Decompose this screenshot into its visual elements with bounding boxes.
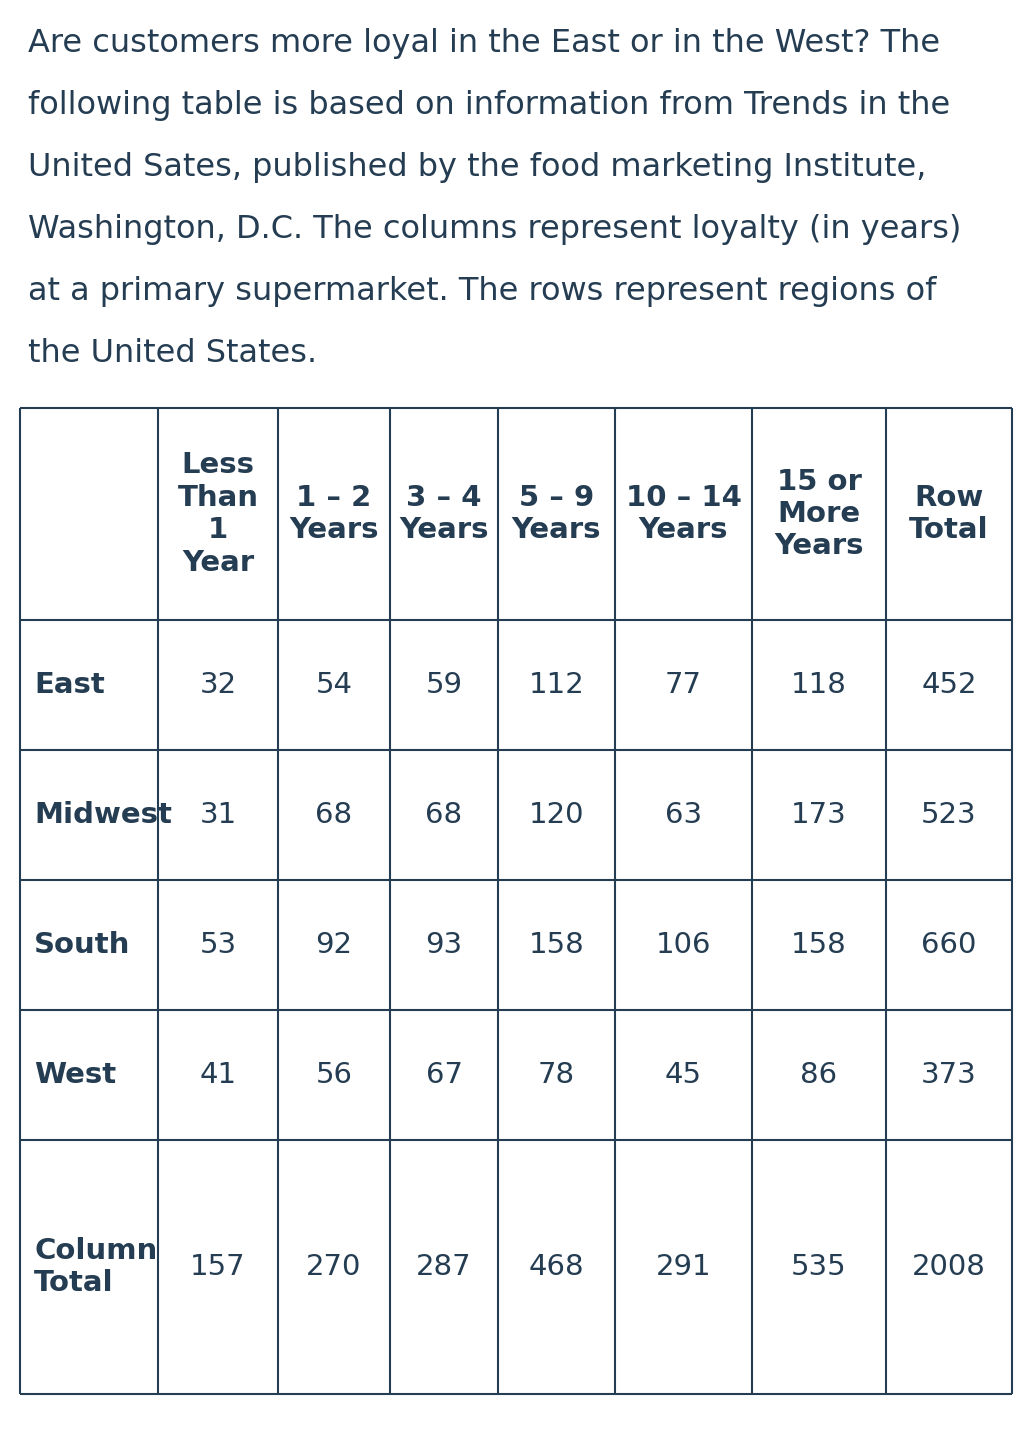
Text: 270: 270 [306,1254,362,1281]
Text: 120: 120 [528,801,584,829]
Text: 32: 32 [200,671,237,698]
Text: 92: 92 [315,931,352,959]
Text: 158: 158 [791,931,847,959]
Text: 68: 68 [425,801,462,829]
Text: 45: 45 [665,1061,702,1089]
Text: 41: 41 [200,1061,237,1089]
Text: South: South [34,931,131,959]
Text: 468: 468 [528,1254,584,1281]
Text: Midwest: Midwest [34,801,172,829]
Text: 59: 59 [425,671,462,698]
Text: 10 – 14
Years: 10 – 14 Years [625,484,742,544]
Text: 63: 63 [665,801,702,829]
Text: 373: 373 [921,1061,976,1089]
Text: 157: 157 [191,1254,246,1281]
Text: at a primary supermarket. The rows represent regions of: at a primary supermarket. The rows repre… [28,276,936,307]
Text: 31: 31 [200,801,237,829]
Text: 2008: 2008 [912,1254,986,1281]
Text: 106: 106 [656,931,712,959]
Text: East: East [34,671,105,698]
Text: 15 or
More
Years: 15 or More Years [775,467,864,561]
Text: United Sates, published by the food marketing Institute,: United Sates, published by the food mark… [28,152,926,184]
Text: the United States.: the United States. [28,338,317,369]
Text: Washington, D.C. The columns represent loyalty (in years): Washington, D.C. The columns represent l… [28,214,961,244]
Text: Are customers more loyal in the East or in the West? The: Are customers more loyal in the East or … [28,27,940,59]
Text: 523: 523 [921,801,976,829]
Text: 112: 112 [528,671,584,698]
Text: 56: 56 [315,1061,352,1089]
Text: 3 – 4
Years: 3 – 4 Years [400,484,489,544]
Text: 77: 77 [665,671,702,698]
Text: 67: 67 [425,1061,462,1089]
Text: West: West [34,1061,116,1089]
Text: 158: 158 [528,931,584,959]
Text: 93: 93 [425,931,462,959]
Text: following table is based on information from Trends in the: following table is based on information … [28,90,951,121]
Text: 53: 53 [200,931,237,959]
Text: 5 – 9
Years: 5 – 9 Years [512,484,602,544]
Text: 1 – 2
Years: 1 – 2 Years [289,484,379,544]
Text: 287: 287 [416,1254,472,1281]
Text: 54: 54 [315,671,352,698]
Text: Row
Total: Row Total [909,484,989,544]
Text: 452: 452 [921,671,976,698]
Text: 68: 68 [315,801,352,829]
Text: 291: 291 [656,1254,712,1281]
Text: Column
Total: Column Total [34,1236,158,1297]
Text: 173: 173 [791,801,847,829]
Text: 660: 660 [921,931,976,959]
Text: 535: 535 [791,1254,847,1281]
Text: Less
Than
1
Year: Less Than 1 Year [177,451,259,577]
Text: 118: 118 [791,671,847,698]
Text: 78: 78 [538,1061,575,1089]
Text: 86: 86 [800,1061,837,1089]
